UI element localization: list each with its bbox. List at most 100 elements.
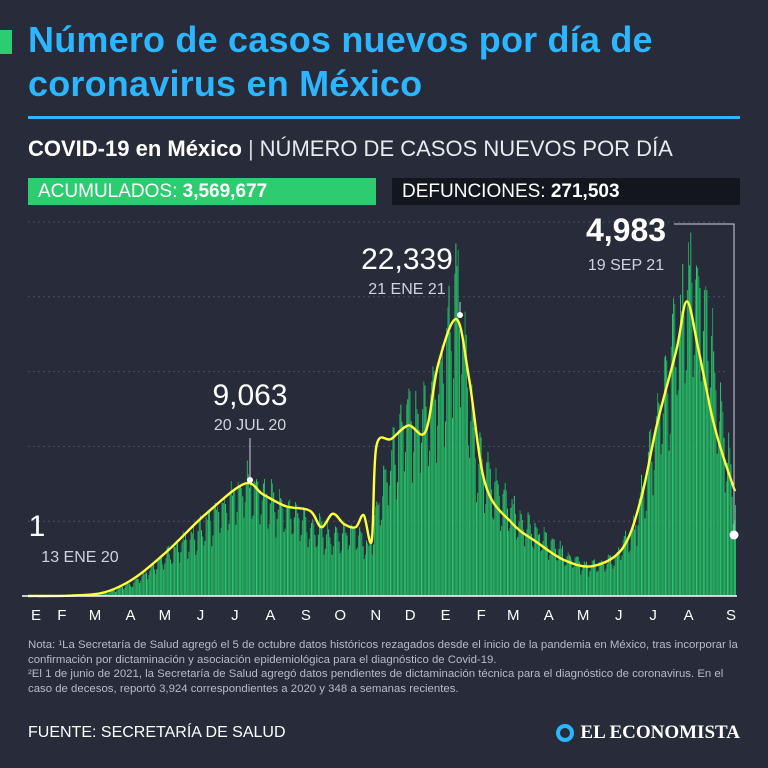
daily-bar [288, 501, 290, 596]
daily-bar [163, 569, 165, 596]
daily-bar [157, 559, 159, 596]
daily-bar [285, 508, 287, 596]
daily-bar [619, 552, 621, 596]
daily-bar [583, 561, 585, 596]
daily-bar [686, 290, 688, 596]
daily-bar [213, 507, 215, 596]
daily-bar [231, 495, 233, 596]
daily-bar [197, 531, 199, 596]
daily-bar [158, 557, 160, 596]
daily-bar [156, 569, 158, 596]
daily-bar [229, 491, 231, 596]
daily-bar [413, 451, 414, 596]
daily-bar [164, 563, 166, 596]
daily-bar [448, 285, 450, 596]
daily-bar [613, 565, 615, 596]
month-label: M [507, 607, 520, 624]
daily-bar [462, 336, 464, 596]
daily-bar [654, 427, 656, 596]
daily-bar [129, 585, 131, 596]
annotation-date: 19 SEP 21 [588, 257, 664, 274]
daily-bar [327, 518, 329, 596]
daily-bar [294, 502, 296, 596]
daily-bar [140, 580, 142, 596]
daily-bar [646, 472, 648, 596]
daily-bar [120, 587, 122, 596]
daily-bar [614, 555, 616, 596]
daily-bar [297, 512, 299, 596]
daily-bar [622, 539, 624, 596]
daily-bar [433, 371, 435, 596]
daily-bar [284, 528, 286, 596]
daily-bar [370, 535, 372, 596]
daily-bar [277, 509, 279, 596]
month-label: A [544, 607, 554, 624]
daily-bar [109, 591, 111, 596]
daily-bar [264, 478, 266, 596]
annotation-value: 22,339 [361, 243, 453, 276]
daily-bar [355, 549, 357, 596]
source-text: FUENTE: SECRETARÍA DE SALUD [28, 724, 286, 741]
month-label: M [577, 607, 590, 624]
daily-bar [650, 428, 652, 596]
daily-bar [649, 431, 651, 596]
trend-line [27, 300, 737, 598]
daily-bar [403, 471, 405, 596]
daily-bar [696, 265, 698, 596]
grid-lines [28, 221, 727, 522]
daily-bar [309, 527, 311, 596]
daily-bar [133, 582, 135, 596]
daily-bar [598, 562, 600, 596]
daily-bar [440, 361, 442, 596]
daily-bar [581, 570, 583, 596]
daily-bar [181, 542, 183, 596]
daily-bar [655, 416, 657, 596]
daily-bar [473, 427, 475, 596]
daily-bar [226, 512, 228, 596]
daily-bar [118, 588, 120, 596]
daily-bar [167, 545, 169, 596]
daily-bar [662, 413, 664, 596]
daily-bar [363, 559, 365, 596]
daily-bar [446, 328, 448, 596]
daily-bar [553, 539, 555, 596]
month-label: A [684, 607, 694, 624]
daily-bar [720, 382, 722, 596]
daily-bar [508, 530, 510, 596]
daily-bar [275, 537, 277, 596]
daily-bar [313, 523, 315, 596]
daily-bar [222, 502, 224, 596]
daily-bar [332, 546, 334, 596]
daily-bar [138, 579, 139, 596]
daily-bar [514, 513, 516, 596]
daily-bar [366, 540, 368, 596]
daily-bar [211, 546, 213, 596]
daily-bar [97, 594, 99, 596]
daily-bar [458, 329, 460, 596]
daily-bar [235, 524, 237, 596]
daily-bar [571, 559, 573, 596]
daily-bar [396, 482, 398, 596]
daily-bar [180, 552, 182, 596]
daily-bar [659, 405, 661, 596]
daily-bar [407, 399, 409, 596]
daily-bar [556, 560, 558, 596]
daily-bar [125, 585, 127, 596]
daily-bar [611, 564, 613, 596]
daily-bar [379, 525, 381, 596]
daily-bar [217, 506, 219, 596]
daily-bar [476, 502, 478, 596]
daily-bar [454, 273, 456, 596]
daily-bar [377, 504, 379, 596]
daily-bar [676, 394, 678, 596]
month-label: O [334, 607, 346, 624]
daily-bar [401, 421, 403, 596]
daily-bar [398, 430, 400, 596]
daily-bar [691, 282, 693, 596]
daily-bar [286, 506, 288, 596]
daily-bar [561, 545, 563, 596]
daily-bar [234, 490, 236, 596]
daily-bar [276, 518, 278, 596]
daily-bar [569, 556, 571, 596]
